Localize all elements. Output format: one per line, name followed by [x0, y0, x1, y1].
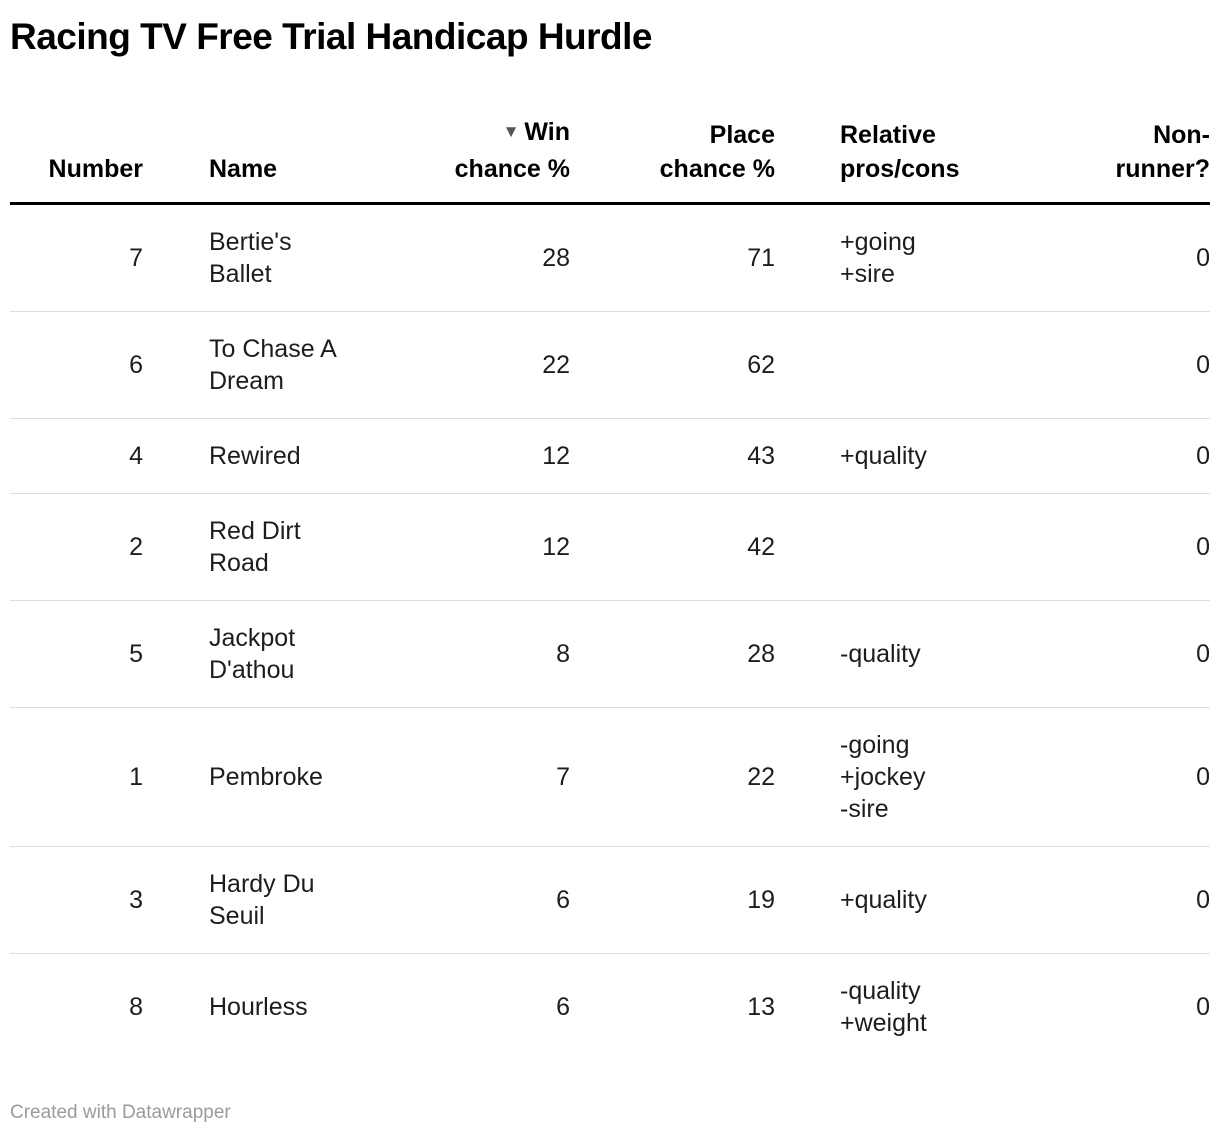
win-chance-cell: 28	[542, 244, 570, 272]
pros-cons-cell: -going +jockey -sire	[840, 731, 926, 823]
table-row: 5 Jackpot D'athou 8 28 -quality 0	[10, 601, 1210, 708]
number-cell: 4	[129, 442, 143, 470]
name-cell: Bertie's Ballet	[209, 228, 292, 288]
table-row: 4 Rewired 12 43 +quality 0	[10, 419, 1210, 494]
name-cell: Red Dirt Road	[209, 517, 301, 577]
header-place-label-line1: Place	[709, 121, 775, 149]
non-runner-cell: 0	[1196, 640, 1210, 668]
non-runner-cell: 0	[1196, 763, 1210, 791]
place-chance-cell: 42	[747, 533, 775, 561]
place-chance-cell: 43	[747, 442, 775, 470]
sort-descending-icon: ▼	[502, 122, 520, 141]
header-row: Number Name ▼ Win chance % Place chance %…	[10, 60, 1210, 204]
win-chance-cell: 12	[542, 533, 570, 561]
number-cell: 3	[129, 886, 143, 914]
datawrapper-credit[interactable]: Created with Datawrapper	[10, 1102, 231, 1123]
pros-cons-cell: +going +sire	[840, 228, 916, 288]
number-cell: 1	[129, 763, 143, 791]
name-cell: Hourless	[209, 993, 308, 1021]
place-chance-cell: 22	[747, 763, 775, 791]
table-row: 3 Hardy Du Seuil 6 19 +quality 0	[10, 847, 1210, 954]
header-name-label: Name	[209, 155, 278, 183]
win-chance-cell: 22	[542, 351, 570, 379]
name-cell: To Chase A Dream	[209, 335, 336, 395]
place-chance-cell: 71	[747, 244, 775, 272]
place-chance-cell: 28	[747, 640, 775, 668]
header-place-label-line2: chance %	[659, 155, 775, 183]
place-chance-cell: 19	[747, 886, 775, 914]
place-chance-cell: 62	[747, 351, 775, 379]
table-row: 1 Pembroke 7 22 -going +jockey -sire 0	[10, 708, 1210, 847]
number-cell: 6	[129, 351, 143, 379]
non-runner-cell: 0	[1196, 886, 1210, 914]
table-body: 7 Bertie's Ballet 28 71 +going +sire 0 6…	[10, 204, 1210, 1061]
pros-cons-cell	[775, 312, 1075, 419]
win-chance-cell: 6	[556, 993, 570, 1021]
chart-container: Racing TV Free Trial Handicap Hurdle Num…	[0, 14, 1220, 1060]
column-header-non-runner[interactable]: Non- runner?	[1075, 60, 1210, 204]
win-chance-cell: 7	[556, 763, 570, 791]
pros-cons-cell: -quality +weight	[840, 977, 927, 1037]
number-cell: 2	[129, 533, 143, 561]
header-non-label-line1: Non-	[1153, 121, 1210, 149]
header-win-label-line1: Win	[524, 118, 570, 146]
column-header-place-chance[interactable]: Place chance %	[570, 60, 775, 204]
header-pros-label-line1: Relative	[840, 121, 936, 149]
name-cell: Hardy Du Seuil	[209, 870, 315, 930]
win-chance-cell: 8	[556, 640, 570, 668]
place-chance-cell: 13	[747, 993, 775, 1021]
header-number-label: Number	[48, 155, 143, 183]
non-runner-cell: 0	[1196, 993, 1210, 1021]
table-row: 6 To Chase A Dream 22 62 0	[10, 312, 1210, 419]
horse-odds-table: Number Name ▼ Win chance % Place chance %…	[10, 60, 1210, 1060]
header-pros-label-line2: pros/cons	[840, 155, 960, 183]
number-cell: 8	[129, 993, 143, 1021]
win-chance-cell: 6	[556, 886, 570, 914]
table-row: 7 Bertie's Ballet 28 71 +going +sire 0	[10, 204, 1210, 312]
name-cell: Pembroke	[209, 763, 323, 791]
pros-cons-cell: +quality	[840, 442, 927, 470]
number-cell: 7	[129, 244, 143, 272]
header-win-label-line2: chance %	[454, 155, 570, 183]
column-header-name[interactable]: Name	[143, 60, 383, 204]
name-cell: Rewired	[209, 442, 301, 470]
column-header-pros-cons[interactable]: Relative pros/cons	[775, 60, 1075, 204]
pros-cons-cell: +quality	[840, 886, 927, 914]
non-runner-cell: 0	[1196, 442, 1210, 470]
column-header-win-chance[interactable]: ▼ Win chance %	[383, 60, 570, 204]
column-header-number[interactable]: Number	[10, 60, 143, 204]
table-row: 2 Red Dirt Road 12 42 0	[10, 494, 1210, 601]
name-cell: Jackpot D'athou	[209, 624, 296, 684]
pros-cons-cell	[775, 494, 1075, 601]
pros-cons-cell: -quality	[840, 640, 921, 668]
win-chance-cell: 12	[542, 442, 570, 470]
non-runner-cell: 0	[1196, 244, 1210, 272]
page-title: Racing TV Free Trial Handicap Hurdle	[10, 16, 653, 57]
table-row: 8 Hourless 6 13 -quality +weight 0	[10, 954, 1210, 1061]
non-runner-cell: 0	[1196, 533, 1210, 561]
number-cell: 5	[129, 640, 143, 668]
non-runner-cell: 0	[1196, 351, 1210, 379]
header-non-label-line2: runner?	[1115, 155, 1210, 183]
